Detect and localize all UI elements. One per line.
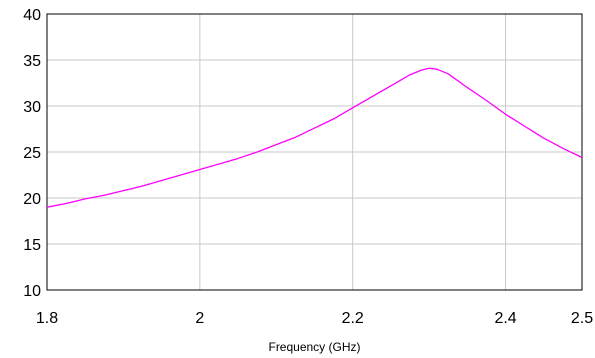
x-tick-labels: 1.8 2 2.2 2.4 2.5 [36, 310, 593, 327]
x-tick-label: 2.2 [342, 310, 364, 327]
x-tick-label: 2.4 [494, 310, 516, 327]
y-tick-label: 25 [23, 145, 41, 162]
x-tick-label: 2.5 [571, 310, 593, 327]
plot-frame [46, 13, 583, 291]
y-tick-label: 40 [23, 7, 41, 24]
y-tick-label: 35 [23, 53, 41, 70]
x-tick-label: 1.8 [36, 310, 58, 327]
y-tick-label: 30 [23, 99, 41, 116]
y-tick-labels: 10 15 20 25 30 35 40 [23, 7, 41, 300]
y-tick-label: 10 [23, 283, 41, 300]
grid-lines [46, 13, 583, 291]
y-tick-label: 20 [23, 191, 41, 208]
x-axis-title: Frequency (GHz) [268, 340, 360, 354]
series-layer [46, 67, 583, 208]
y-tick-label: 15 [23, 237, 41, 254]
x-tick-label: 2 [195, 310, 204, 327]
series-line [46, 67, 583, 208]
